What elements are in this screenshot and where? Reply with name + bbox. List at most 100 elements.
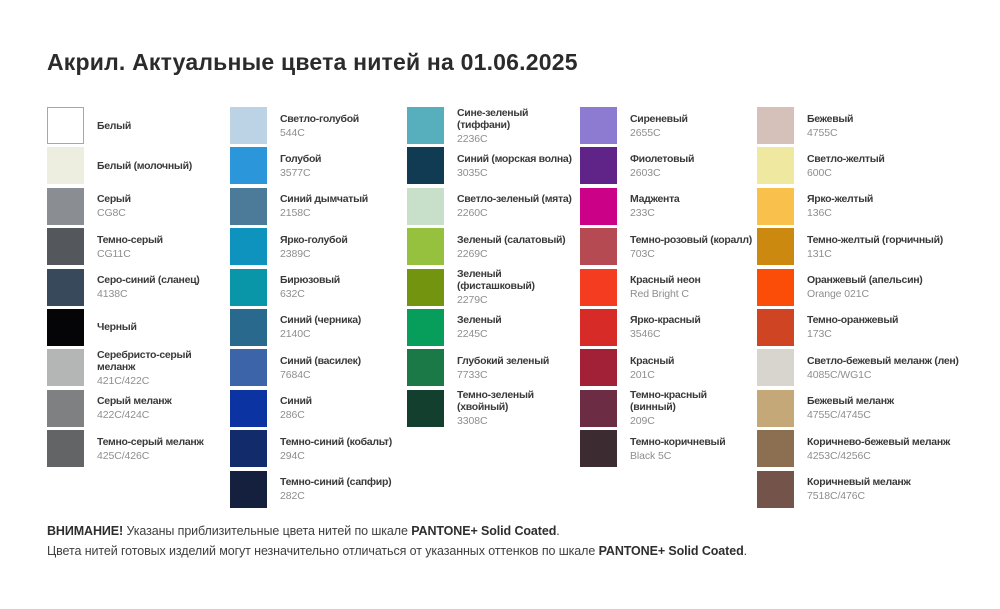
color-name: Темно-желтый (горчичный) xyxy=(807,233,943,246)
color-label: Серо-синий (сланец) 4138C xyxy=(97,274,209,300)
color-swatch xyxy=(230,430,267,468)
color-swatch xyxy=(47,107,84,144)
color-row: Фиолетовый 2603C xyxy=(580,147,754,185)
color-swatch xyxy=(407,228,444,266)
color-label: Ярко-голубой 2389C xyxy=(280,234,404,260)
footer-line-2: Цвета нитей готовых изделий могут незнач… xyxy=(47,541,847,561)
color-row: Серо-синий (сланец) 4138C xyxy=(47,268,209,306)
color-row: Сине-зеленый (тиффани) 2236C xyxy=(407,107,581,145)
color-row: Темно-оранжевый 173C xyxy=(757,308,1000,346)
color-row: Синий дымчатый 2158C xyxy=(230,187,404,225)
color-row: Темно-синий (сапфир) 282C xyxy=(230,470,404,508)
footer-text-segment: ВНИМАНИЕ! xyxy=(47,524,124,538)
color-swatch xyxy=(47,147,84,185)
color-name: Синий (черника) xyxy=(280,314,361,327)
color-row: Ярко-голубой 2389C xyxy=(230,228,404,266)
color-label: Светло-голубой 544C xyxy=(280,113,404,139)
color-label: Зеленый (салатовый) 2269C xyxy=(457,234,581,260)
pantone-code: 7518C/476C xyxy=(807,490,865,503)
color-label: Темно-коричневый Black 5C xyxy=(630,436,754,462)
color-label: Белый xyxy=(97,120,209,132)
pantone-code: 7733C xyxy=(457,368,488,381)
color-swatch xyxy=(757,187,794,225)
color-column-2: Светло-голубой 544C Голубой 3577C Синий дымч… xyxy=(230,107,404,511)
color-swatch xyxy=(47,228,84,266)
color-name: Синий (морская волна) xyxy=(457,152,572,165)
color-column-5: Бежевый 4755C Светло-желтый 600C Ярко-желтый… xyxy=(757,107,1000,511)
color-row: Белый (молочный) xyxy=(47,147,209,185)
color-row: Темно-синий (кобальт) 294C xyxy=(230,430,404,468)
color-name: Маджента xyxy=(630,193,680,206)
color-label: Темно-оранжевый 173C xyxy=(807,314,1000,340)
pantone-code: 209C xyxy=(630,415,655,428)
footer-text-segment: PANTONE+ Solid Coated xyxy=(598,544,744,558)
color-label: Фиолетовый 2603C xyxy=(630,153,754,179)
footer-text-segment: . xyxy=(556,524,560,538)
color-row: Ярко-красный 3546C xyxy=(580,308,754,346)
pantone-code: Red Bright C xyxy=(630,288,689,301)
color-name: Бирюзовый xyxy=(280,274,340,287)
color-name: Серый меланж xyxy=(97,395,172,408)
color-row: Коричнево-бежевый меланж 4253C/4256C xyxy=(757,430,1000,468)
color-name: Темно-коричневый xyxy=(630,435,726,448)
color-row: Белый xyxy=(47,107,209,144)
color-row: Оранжевый (апельсин) Orange 021C xyxy=(757,268,1000,306)
color-swatch xyxy=(47,389,84,427)
pantone-code: CG8C xyxy=(97,207,126,220)
color-label: Темно-красный (винный) 209C xyxy=(630,389,754,427)
color-name: Ярко-голубой xyxy=(280,233,348,246)
color-label: Серебристо-серый меланж 421C/422C xyxy=(97,349,209,387)
color-name: Красный xyxy=(630,354,675,367)
pantone-code: 3035C xyxy=(457,166,488,179)
color-swatch xyxy=(407,187,444,225)
footer-text-segment: Цвета нитей готовых изделий могут незнач… xyxy=(47,544,599,558)
color-row: Бирюзовый 632C xyxy=(230,268,404,306)
color-row: Бежевый 4755C xyxy=(757,107,1000,144)
color-name: Темно-оранжевый xyxy=(807,314,899,327)
pantone-code: 2655C xyxy=(630,126,661,139)
color-name: Светло-зеленый (мята) xyxy=(457,193,572,206)
pantone-code: 2603C xyxy=(630,166,661,179)
color-label: Синий (черника) 2140C xyxy=(280,314,404,340)
color-swatch xyxy=(580,268,617,306)
color-row: Синий (василек) 7684C xyxy=(230,349,404,387)
footer-text-segment: . xyxy=(743,544,747,558)
color-label: Черный xyxy=(97,321,209,333)
page-title: Акрил. Актуальные цвета нитей на 01.06.2… xyxy=(47,49,578,75)
color-row: Зеленый (фисташковый) 2279C xyxy=(407,268,581,307)
color-swatch xyxy=(47,430,84,468)
color-name: Зеленый xyxy=(457,314,502,327)
color-label: Синий дымчатый 2158C xyxy=(280,193,404,219)
color-row: Светло-голубой 544C xyxy=(230,107,404,144)
color-name: Синий xyxy=(280,395,312,408)
color-column-1: Белый Белый (молочный) Серый CG8C Темно-серы… xyxy=(47,107,209,471)
color-label: Темно-синий (кобальт) 294C xyxy=(280,436,404,462)
color-swatch xyxy=(47,268,84,306)
color-name: Коричнево-бежевый меланж xyxy=(807,435,951,448)
color-label: Темно-серый меланж 425C/426C xyxy=(97,436,209,462)
pantone-code: 2279C xyxy=(457,294,488,307)
color-name: Ярко-красный xyxy=(630,314,701,327)
color-row: Темно-красный (винный) 209C xyxy=(580,389,754,427)
pantone-code: 4755C/4745C xyxy=(807,409,871,422)
color-swatch xyxy=(407,147,444,185)
color-name: Бежевый xyxy=(807,112,854,125)
pantone-code: 4755C xyxy=(807,126,838,139)
color-row: Зеленый (салатовый) 2269C xyxy=(407,228,581,266)
color-row: Светло-бежевый меланж (лен) 4085C/WG1C xyxy=(757,349,1000,387)
color-name: Синий (василек) xyxy=(280,354,361,367)
pantone-code: 600C xyxy=(807,166,832,179)
color-swatch xyxy=(47,187,84,225)
pantone-code: 173C xyxy=(807,328,832,341)
color-row: Серебристо-серый меланж 421C/422C xyxy=(47,349,209,387)
color-column-3: Сине-зеленый (тиффани) 2236C Синий (морска… xyxy=(407,107,581,430)
color-swatch xyxy=(757,470,794,508)
color-row: Темно-серый меланж 425C/426C xyxy=(47,430,209,468)
color-swatch xyxy=(230,187,267,225)
color-row: Темно-розовый (коралл) 703C xyxy=(580,228,754,266)
color-name: Светло-голубой xyxy=(280,112,359,125)
color-swatch xyxy=(757,308,794,346)
color-label: Светло-желтый 600C xyxy=(807,153,1000,179)
color-column-4: Сиреневый 2655C Фиолетовый 2603C Маджента 233… xyxy=(580,107,754,471)
